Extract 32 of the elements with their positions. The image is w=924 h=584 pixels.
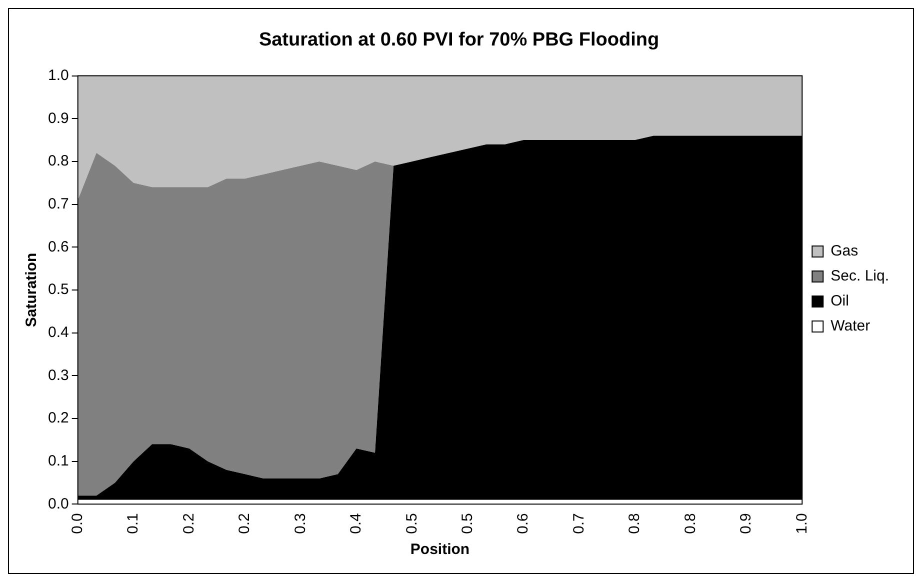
y-tick-label: 1.0 (48, 66, 69, 84)
x-tick-label: 0.3 (292, 513, 309, 534)
y-tick-label: 0.7 (48, 195, 69, 212)
x-tick-label: 0.1 (124, 513, 142, 534)
y-axis-title: Saturation (23, 252, 40, 328)
y-tick-label: 0.8 (48, 152, 69, 170)
legend-label: Gas (830, 242, 858, 260)
y-tick-label: 0.5 (48, 281, 69, 298)
x-tick-label: 0.5 (458, 513, 476, 534)
x-axis-title: Position (410, 541, 470, 558)
x-tick-label: 1.0 (793, 513, 810, 534)
x-tick-label: 0.2 (236, 513, 254, 534)
y-tick-label: 0.0 (48, 495, 69, 512)
x-tick-label: 0.0 (68, 513, 86, 534)
y-tick-label: 0.4 (48, 324, 69, 341)
y-tick-label: 0.1 (48, 452, 69, 470)
x-tick-label: 0.4 (348, 513, 365, 534)
x-tick-label: 0.8 (626, 513, 644, 534)
x-tick-label: 0.2 (180, 513, 198, 534)
x-tick-label: 0.7 (570, 513, 588, 534)
y-tick-label: 0.9 (48, 110, 69, 127)
x-tick-label: 0.8 (682, 513, 699, 534)
x-tick-label: 0.9 (738, 513, 755, 534)
x-tick-label: 0.5 (403, 513, 420, 534)
legend-label: Water (830, 318, 870, 335)
legend-label: Oil (830, 292, 849, 310)
y-tick-label: 0.6 (48, 238, 69, 256)
y-tick-label: 0.3 (48, 366, 69, 384)
y-tick-label: 0.2 (48, 410, 69, 427)
x-tick-label: 0.6 (514, 513, 532, 534)
chart-title: Saturation at 0.60 PVI for 70% PBG Flooding (258, 30, 660, 51)
legend-label: Sec. Liq. (830, 268, 890, 285)
